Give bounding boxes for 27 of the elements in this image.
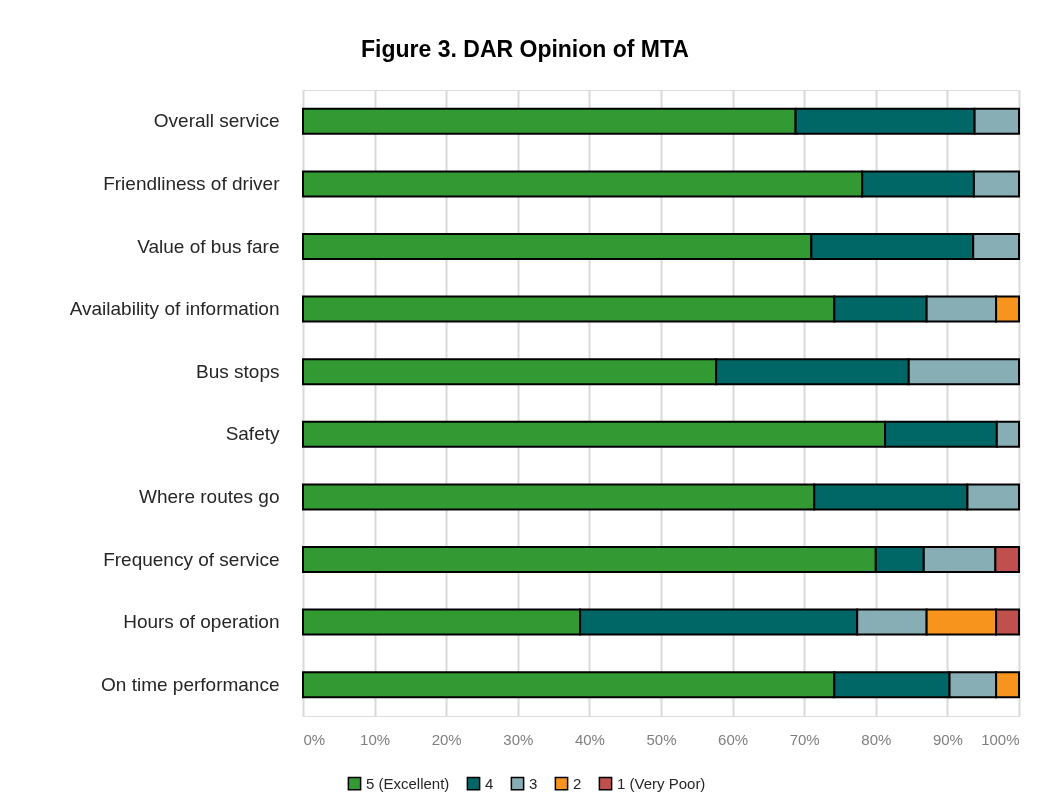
y-tick-label: Friendliness of driver <box>103 172 281 194</box>
legend-label: 4 <box>485 774 494 792</box>
y-tick-label: Availability of information <box>69 298 280 320</box>
x-tick-label: 90% <box>932 730 963 748</box>
x-tick-label: 40% <box>574 730 605 748</box>
legend-label: 5 (Excellent) <box>366 774 450 792</box>
y-tick-label: Overall service <box>153 110 280 132</box>
x-tick-label: 80% <box>861 730 892 748</box>
y-tick-label: Frequency of service <box>103 548 280 570</box>
x-tick-label: 20% <box>431 730 462 748</box>
x-tick-label: 70% <box>789 730 820 748</box>
x-tick-label: 60% <box>718 730 749 748</box>
x-tick-label: 50% <box>646 730 677 748</box>
x-tick-label: 30% <box>503 730 534 748</box>
x-tick-label: 0% <box>303 730 326 748</box>
y-tick-label: Where routes go <box>139 485 280 507</box>
legend-label: 2 <box>573 774 582 792</box>
x-tick-label: 10% <box>360 730 391 748</box>
legend-label: 1 (Very Poor) <box>617 774 706 792</box>
chart-title: Figure 3. DAR Opinion of MTA <box>361 36 689 62</box>
y-tick-label: Bus stops <box>196 360 280 382</box>
y-tick-label: Safety <box>225 423 280 445</box>
legend-label: 3 <box>529 774 538 792</box>
x-tick-label: 100% <box>981 730 1020 748</box>
y-tick-label: Hours of operation <box>123 611 280 633</box>
y-tick-label: Value of bus fare <box>137 235 280 257</box>
y-tick-label: On time performance <box>101 673 280 695</box>
